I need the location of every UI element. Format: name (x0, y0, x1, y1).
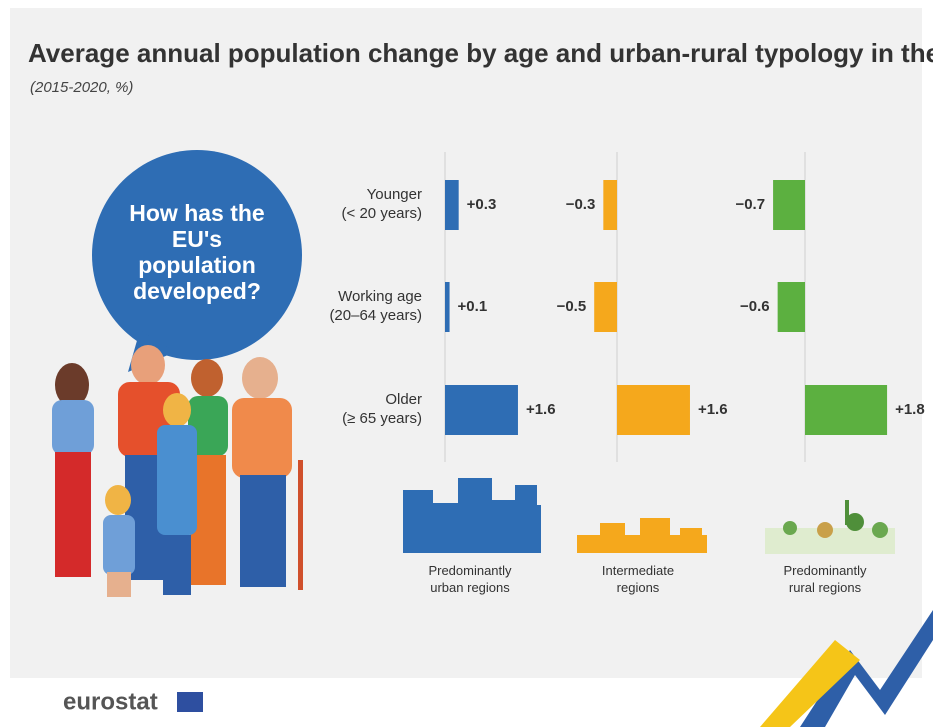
bar (773, 180, 805, 230)
legend-label: Predominantly urban regions (395, 562, 545, 596)
logo-flag (177, 692, 203, 712)
value-label: −0.7 (735, 196, 765, 213)
chart-title: Average annual population change by age … (28, 38, 933, 68)
y-tick-label: Older (≥ 65 years) (302, 390, 422, 428)
value-label: +1.6 (698, 401, 728, 418)
value-label: +1.8 (895, 401, 925, 418)
bar (778, 282, 805, 332)
bar (617, 385, 690, 435)
bar (445, 180, 459, 230)
legend-label: Predominantly rural regions (750, 562, 900, 596)
logo-text: eurostat (63, 688, 158, 715)
bar (594, 282, 617, 332)
value-label: −0.3 (566, 196, 596, 213)
value-label: +0.3 (467, 196, 497, 213)
value-label: −0.5 (557, 298, 587, 315)
value-label: +0.1 (458, 298, 488, 315)
bar (445, 385, 518, 435)
page: Average annual population change by age … (0, 0, 933, 727)
bar (805, 385, 887, 435)
chart: Average annual population change by age … (0, 0, 933, 727)
bar (445, 282, 450, 332)
legend-label: Intermediate regions (563, 562, 713, 596)
value-label: +1.6 (526, 401, 556, 418)
bubble-text: How has the EU's population developed? (112, 200, 282, 304)
y-tick-label: Working age (20–64 years) (302, 287, 422, 325)
chart-subtitle: (2015-2020, %) (30, 79, 133, 96)
y-tick-label: Younger (< 20 years) (302, 185, 422, 223)
value-label: −0.6 (740, 298, 770, 315)
bar (603, 180, 617, 230)
